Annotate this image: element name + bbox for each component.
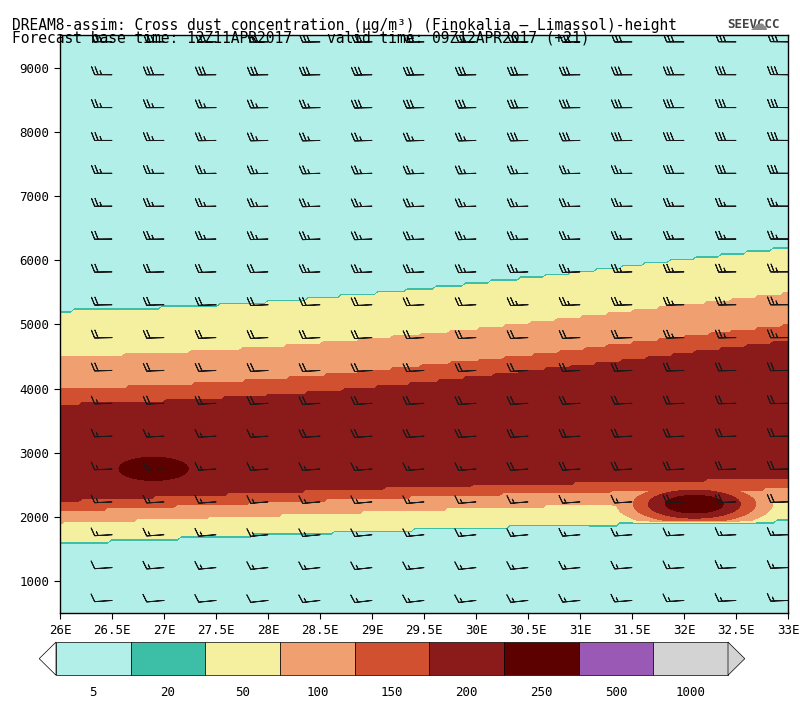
Text: 500: 500 <box>605 686 627 698</box>
Bar <box>206 642 280 675</box>
Text: 1000: 1000 <box>676 686 706 698</box>
Text: DREAM8-assim: Cross dust concentration (μg/m³) (Finokalia – Limassol)-height: DREAM8-assim: Cross dust concentration (… <box>12 18 677 33</box>
Polygon shape <box>728 642 745 675</box>
Text: 20: 20 <box>161 686 175 698</box>
Bar <box>654 642 728 675</box>
Bar <box>578 642 654 675</box>
Text: ☁: ☁ <box>750 16 767 33</box>
Text: 250: 250 <box>530 686 553 698</box>
Bar <box>280 642 354 675</box>
Text: SEEVCCC: SEEVCCC <box>727 18 780 30</box>
Bar <box>354 642 430 675</box>
Text: 5: 5 <box>90 686 97 698</box>
Polygon shape <box>39 642 56 675</box>
Text: Forecast base time: 12Z11APR2017    valid time: 09Z12APR2017 (+21): Forecast base time: 12Z11APR2017 valid t… <box>12 30 590 45</box>
Text: 200: 200 <box>455 686 478 698</box>
Text: 50: 50 <box>235 686 250 698</box>
Bar <box>504 642 578 675</box>
Text: 150: 150 <box>381 686 403 698</box>
Bar <box>130 642 206 675</box>
Bar <box>56 642 130 675</box>
Text: 100: 100 <box>306 686 329 698</box>
Bar <box>430 642 504 675</box>
